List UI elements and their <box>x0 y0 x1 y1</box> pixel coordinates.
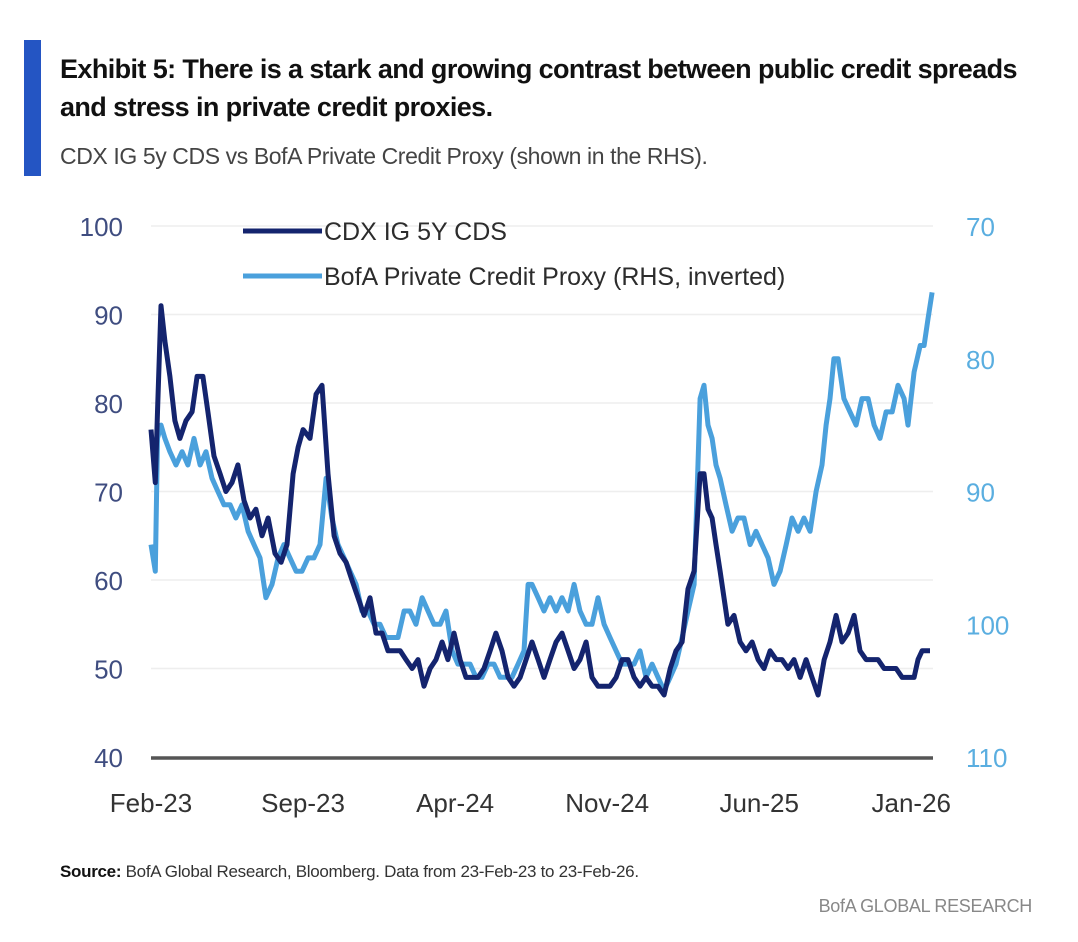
x-tick-label: Nov-24 <box>565 788 649 818</box>
series-layer <box>148 292 935 698</box>
y-left-tick-label: 40 <box>94 743 123 773</box>
left-y-axis: 100 90 80 70 60 50 40 <box>80 212 123 773</box>
y-left-tick-label: 70 <box>94 478 123 508</box>
source-text: BofA Global Research, Bloomberg. Data fr… <box>121 862 639 881</box>
title-accent-bar <box>24 40 41 176</box>
legend: CDX IG 5Y CDS BofA Private Credit Proxy … <box>243 218 785 291</box>
series-line-proxy <box>148 292 935 694</box>
y-right-tick-label: 100 <box>966 610 1009 640</box>
series-line-cdx <box>148 303 930 698</box>
y-right-tick-label: 90 <box>966 478 995 508</box>
chart-title: Exhibit 5: There is a stark and growing … <box>60 54 1018 122</box>
y-left-tick-label: 50 <box>94 655 123 685</box>
legend-label-proxy: BofA Private Credit Proxy (RHS, inverted… <box>324 263 785 291</box>
source-note: Source: BofA Global Research, Bloomberg.… <box>60 862 639 882</box>
x-tick-label: Sep-23 <box>261 788 345 818</box>
x-tick-label: Apr-24 <box>416 788 494 818</box>
y-right-tick-label: 80 <box>966 345 995 375</box>
source-label: Source: <box>60 862 122 881</box>
y-left-tick-label: 100 <box>80 212 123 242</box>
x-tick-label: Jan-26 <box>872 788 952 818</box>
x-tick-label: Jun-25 <box>719 788 799 818</box>
y-left-tick-label: 90 <box>94 301 123 331</box>
brand-footer: BofA GLOBAL RESEARCH <box>818 896 1033 916</box>
x-axis: Feb-23 Sep-23 Apr-24 Nov-24 Jun-25 Jan-26 <box>110 788 951 818</box>
y-left-tick-label: 60 <box>94 566 123 596</box>
legend-label-cdx: CDX IG 5Y CDS <box>324 218 507 246</box>
y-left-tick-label: 80 <box>94 389 123 419</box>
x-tick-label: Feb-23 <box>110 788 192 818</box>
chart-subtitle: CDX IG 5y CDS vs BofA Private Credit Pro… <box>60 143 708 169</box>
y-right-tick-label: 110 <box>966 743 1007 773</box>
right-y-axis: 70 80 90 100 110 <box>966 212 1009 773</box>
y-right-tick-label: 70 <box>966 212 995 242</box>
